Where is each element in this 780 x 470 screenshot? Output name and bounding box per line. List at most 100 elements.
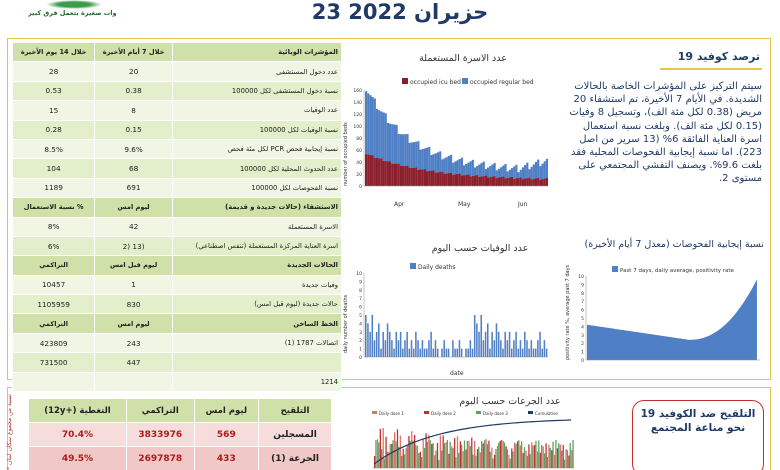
row-label: اتصالات 1787 (1) xyxy=(171,332,343,354)
beds-regular-bar xyxy=(534,161,538,179)
vaccine-bar xyxy=(458,452,460,468)
vaccine-bar xyxy=(428,434,430,468)
vaccine-bar xyxy=(505,446,507,468)
table-row: حالات جديدة (ليوم قبل امس) 830 1105959 xyxy=(11,294,343,315)
beds-regular-bar xyxy=(419,149,422,170)
deaths-bar xyxy=(497,331,500,357)
hotline-header-cum: التراكمي xyxy=(11,313,96,334)
beds-regular-bar xyxy=(367,93,370,155)
legend-deaths-label: Daily deaths xyxy=(418,264,456,271)
beds-regular-bar xyxy=(447,156,450,174)
table-row: نسبة إيجابية فحص PCR لكل مئة فحص 9.6% 8.5% xyxy=(11,138,343,160)
value-7: 0.38 xyxy=(94,80,173,102)
beds-regular-bar xyxy=(432,154,435,171)
deaths-bar xyxy=(489,348,491,357)
deaths-ytick: 1 xyxy=(359,347,362,353)
beds-icu-bar xyxy=(369,154,372,186)
value: 243 xyxy=(94,332,173,354)
beds-icu-bar xyxy=(515,178,518,186)
vaccine-bar xyxy=(456,436,459,468)
deaths-bar xyxy=(506,340,509,357)
deaths-ytick: 9 xyxy=(359,279,362,285)
positivity-ytick: 8 xyxy=(581,291,584,297)
beds-icu-bar xyxy=(517,177,520,186)
beds-icu-bar xyxy=(495,178,498,186)
vaccine-bar xyxy=(511,448,513,468)
beds-icu-bar xyxy=(373,157,376,186)
main-panel xyxy=(7,38,771,380)
vaccine-bar xyxy=(475,455,477,468)
vaccine-bar xyxy=(385,436,387,468)
beds-regular-bar xyxy=(528,169,531,178)
beds-ytick: 120 xyxy=(353,112,362,118)
vaccine-bar xyxy=(519,445,521,468)
vacc-header-label: التلقيح xyxy=(258,398,332,423)
vaccine-chart: Daily dose 1 Daily dose 2 Daily dose 3 Cumu… xyxy=(372,411,574,469)
deaths-bar xyxy=(491,331,493,357)
deaths-bar xyxy=(526,340,528,357)
beds-regular-bar xyxy=(430,155,433,171)
beds-regular-bar xyxy=(399,134,403,166)
value-7: 20 xyxy=(94,61,173,82)
value xyxy=(11,371,96,393)
deaths-bar xyxy=(534,348,537,357)
beds-regular-bar xyxy=(500,167,503,178)
legend-positivity-label: Past 7 days, daily average, positivity r… xyxy=(620,268,735,274)
vaccine-bar xyxy=(491,447,493,468)
table-row: الجرعة (1) 433 2697878 49.5% xyxy=(28,446,332,470)
deaths-bar xyxy=(465,348,467,357)
vaccine-bar xyxy=(514,442,516,468)
beds-regular-bar xyxy=(482,161,485,177)
deaths-bar xyxy=(521,348,524,357)
deaths-bar xyxy=(404,340,406,357)
beds-icu-bar xyxy=(388,161,392,186)
beds-month-jun: Jun xyxy=(517,201,528,208)
beds-icu-bar xyxy=(406,165,409,186)
vaccine-bar xyxy=(565,449,567,468)
positivity-ytick: 10 xyxy=(578,274,584,280)
deaths-bar xyxy=(430,331,432,357)
beds-regular-bar xyxy=(476,165,479,176)
beds-regular-bar xyxy=(508,169,511,178)
value: 1105959 xyxy=(11,294,96,315)
vaccine-bar xyxy=(512,451,514,468)
beds-icu-bar xyxy=(454,174,457,186)
value-14: 0.53 xyxy=(11,80,96,102)
beds-regular-bar xyxy=(384,113,387,162)
value: 731500 xyxy=(11,352,96,373)
logo-mark xyxy=(46,0,102,9)
beds-icu-bar xyxy=(465,174,468,186)
deaths-bar xyxy=(378,323,380,357)
deaths-ylabel: daily number of deaths xyxy=(343,294,349,353)
deaths-bar xyxy=(487,323,489,357)
vaccination-footnote: * نسبة من مجموع سكان لبنان xyxy=(6,394,13,470)
table-row: المسجلين 569 3833976 70.4% xyxy=(28,422,332,447)
beds-ytick: 60 xyxy=(356,148,362,154)
beds-icu-bar xyxy=(456,173,459,186)
beds-icu-bar xyxy=(476,175,479,186)
vaccine-bar xyxy=(538,440,540,468)
beds-icu-bar xyxy=(510,176,514,186)
vaccine-bar xyxy=(438,459,440,468)
deaths-chart: daily number of deaths Daily deaths date… xyxy=(343,263,548,377)
vaccine-bar xyxy=(551,450,553,468)
deaths-bar xyxy=(467,348,469,357)
beds-regular-bar xyxy=(443,158,446,174)
hospital-header-row: الاستشفاء (حالات جديدة و قديمة) ليوم امس… xyxy=(11,197,343,218)
beds-regular-bar xyxy=(410,142,413,168)
beds-icu-bar xyxy=(415,167,418,186)
header-14days: خلال 14 يوم الأخيرة xyxy=(11,41,96,63)
cases-header-row: الحالات الجديدة ليوم قبل امس التراكمي xyxy=(11,255,343,276)
vaccine-bar xyxy=(465,449,467,468)
beds-regular-bar xyxy=(415,141,418,168)
beds-icu-bar xyxy=(382,160,385,186)
vaccine-bar xyxy=(432,443,434,468)
vaccine-bar xyxy=(452,448,454,468)
beds-regular-bar xyxy=(471,159,474,176)
beds-icu-bar xyxy=(421,169,424,186)
vaccine-bar xyxy=(472,454,474,468)
positivity-chart-title: نسبة إيجابية الفحوصات (معدل 7 أيام الأخي… xyxy=(584,239,765,250)
beds-icu-bar xyxy=(432,170,435,186)
vaccine-bar xyxy=(392,440,394,468)
positivity-ylabel: positivity rate %, average past 7 days xyxy=(565,264,571,360)
